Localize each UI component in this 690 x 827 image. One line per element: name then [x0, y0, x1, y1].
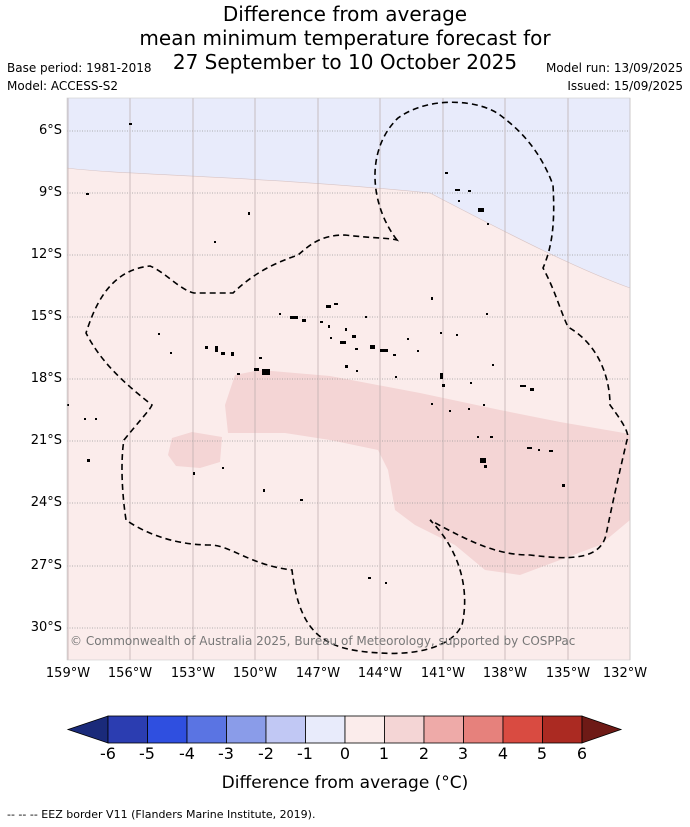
eez-legend-note: -- -- -- EEZ border V11 (Flanders Marine… [7, 808, 316, 821]
model-run: Model run: 13/09/2025 [545, 61, 683, 75]
copyright-notice: © Commonwealth of Australia 2025, Bureau… [70, 634, 576, 648]
map-frame [66, 97, 631, 661]
colorbar-label: 1 [378, 744, 390, 763]
colorbar-label: 2 [418, 744, 430, 763]
model-name: Model: ACCESS-S2 [7, 79, 119, 93]
lon-label-141w: 141°W [420, 666, 466, 681]
title-line-2: mean minimum temperature forecast for [139, 26, 551, 50]
eez-border-line [85, 101, 629, 655]
title-line-3: 27 September to 10 October 2025 [172, 50, 518, 74]
colorbar-extend-low [66, 715, 109, 744]
lon-label-147w: 147°W [295, 666, 341, 681]
colorbar-swatch [107, 715, 148, 744]
colorbar-extend-high [581, 715, 623, 744]
lon-label-153w: 153°W [170, 666, 216, 681]
lon-label-159w: 159°W [45, 666, 91, 681]
colorbar-swatch [305, 715, 346, 744]
colorbar-swatch [265, 715, 306, 744]
chart-title: Difference from average mean minimum tem… [0, 2, 690, 74]
lat-label-30s: 30°S [30, 620, 62, 635]
colorbar-label: -1 [297, 744, 313, 763]
colorbar-label: -3 [218, 744, 234, 763]
lat-label-21s: 21°S [30, 433, 62, 448]
colorbar-label: -6 [100, 744, 116, 763]
lat-label-9s: 9°S [38, 185, 62, 200]
colorbar-swatch [344, 715, 385, 744]
colorbar-swatch [542, 715, 583, 744]
colorbar-label: -2 [258, 744, 274, 763]
base-period: Base period: 1981-2018 [7, 61, 152, 75]
colorbar-label: 4 [497, 744, 509, 763]
lon-label-135w: 135°W [545, 666, 591, 681]
colorbar-label: 6 [576, 744, 588, 763]
meta-left: Base period: 1981-2018 Model: ACCESS-S2 [7, 59, 152, 95]
meta-right: Model run: 13/09/2025 Issued: 15/09/2025 [546, 59, 683, 95]
lat-label-24s: 24°S [30, 495, 62, 510]
colorbar-swatch [186, 715, 227, 744]
lat-label-6s: 6°S [38, 123, 62, 138]
colorbar-label: 3 [457, 744, 469, 763]
lon-label-156w: 156°W [107, 666, 153, 681]
region-outline [66, 167, 631, 289]
anomaly-1-2-region [168, 370, 630, 575]
colorbar-swatch [147, 715, 188, 744]
colorbar-swatch [226, 715, 267, 744]
lon-label-132w: 132°W [602, 666, 648, 681]
colorbar [66, 715, 623, 744]
colorbar-label: 0 [339, 744, 351, 763]
lat-label-12s: 12°S [30, 247, 62, 262]
lon-label-150w: 150°W [232, 666, 278, 681]
colorbar-title: Difference from average (°C) [221, 773, 469, 793]
lat-label-15s: 15°S [30, 309, 62, 324]
lon-label-144w: 144°W [357, 666, 403, 681]
colorbar-swatch [423, 715, 464, 744]
colorbar-label: -5 [139, 744, 155, 763]
title-line-1: Difference from average [222, 2, 468, 26]
colorbar-swatch [502, 715, 543, 744]
lon-label-138w: 138°W [482, 666, 528, 681]
colorbar-swatch [463, 715, 504, 744]
island-markers [67, 123, 565, 584]
colorbar-swatch [384, 715, 425, 744]
lat-label-27s: 27°S [30, 558, 62, 573]
issued-date: Issued: 15/09/2025 [567, 79, 683, 93]
colorbar-label: -4 [179, 744, 195, 763]
colorbar-label: 5 [536, 744, 548, 763]
lat-label-18s: 18°S [30, 371, 62, 386]
